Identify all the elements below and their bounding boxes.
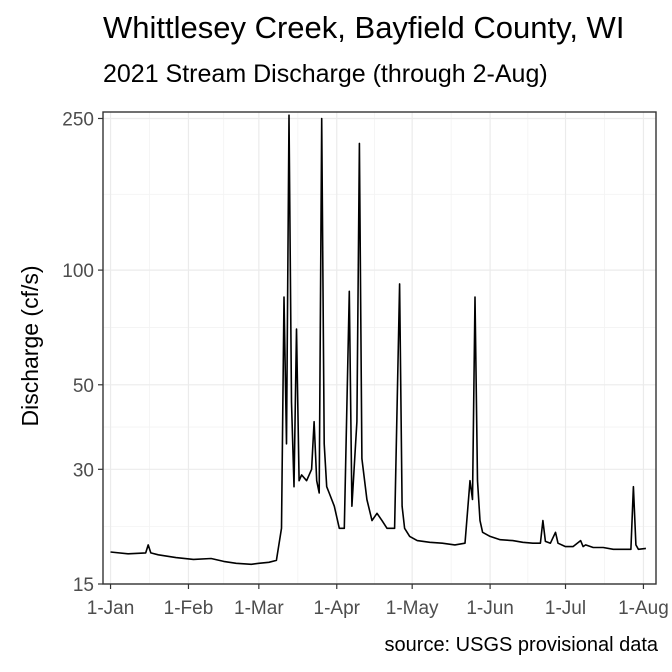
x-axis-ticks: 1-Jan 1-Feb 1-Mar 1-Apr 1-May 1-Jun 1-Jul 1-Aug (87, 584, 669, 619)
y-tick-label: 30 (73, 460, 94, 481)
x-tick-label: 1-Aug (618, 598, 669, 619)
chart-subtitle: 2021 Stream Discharge (through 2-Aug) (103, 60, 548, 88)
y-axis-title: Discharge (cf/s) (17, 265, 43, 426)
minor-gridlines (103, 112, 656, 584)
x-tick-label: 1-Jul (545, 598, 586, 619)
y-tick-label: 250 (62, 109, 94, 130)
x-tick-label: 1-Jan (87, 598, 135, 619)
x-tick-label: 1-May (386, 598, 439, 619)
x-tick-label: 1-Feb (164, 598, 214, 619)
chart-title: Whittlesey Creek, Bayfield County, WI (103, 10, 625, 45)
x-tick-label: 1-Mar (234, 598, 284, 619)
y-tick-label: 50 (73, 376, 94, 397)
plot-background (103, 112, 656, 584)
y-axis-ticks: 15 30 50 100 250 (62, 109, 103, 596)
x-tick-label: 1-Apr (314, 598, 361, 619)
x-tick-label: 1-Jun (466, 598, 514, 619)
source-caption: source: USGS provisional data (384, 634, 658, 656)
discharge-line (110, 114, 646, 566)
y-tick-label: 100 (62, 261, 94, 282)
plot-border (102, 111, 657, 585)
y-tick-label: 15 (73, 575, 94, 596)
